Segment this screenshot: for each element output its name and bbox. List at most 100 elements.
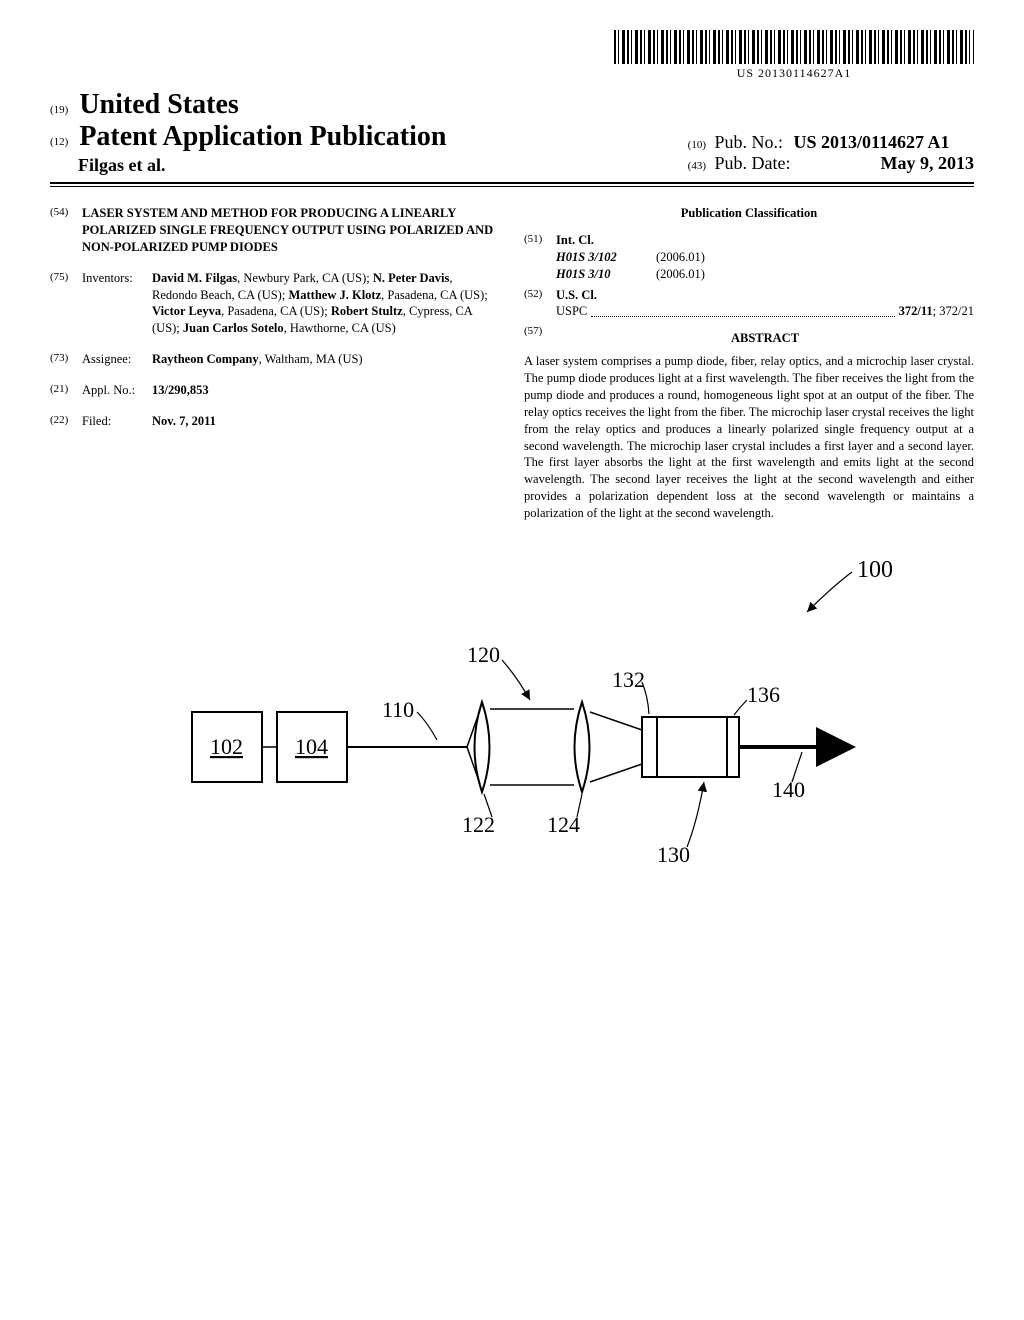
pub-type: Patent Application Publication bbox=[79, 121, 446, 152]
cpc-code: H01S 3/102 bbox=[556, 249, 656, 266]
ref-120: 120 bbox=[467, 642, 500, 667]
barcode-area: US 20130114627A1 bbox=[50, 30, 974, 81]
uscl-label: U.S. Cl. bbox=[556, 288, 597, 302]
layer-136 bbox=[727, 717, 739, 777]
abstract-text: A laser system comprises a pump diode, f… bbox=[524, 353, 974, 522]
leader-110 bbox=[417, 712, 437, 740]
cpc-row: H01S 3/102 (2006.01) bbox=[556, 249, 974, 266]
pub-type-line: (12) Patent Application Publication bbox=[50, 121, 446, 153]
pub-date-line: (43) Pub. Date: May 9, 2013 bbox=[688, 153, 974, 174]
assignee-loc: , Waltham, MA (US) bbox=[259, 352, 363, 366]
header-right: (10) Pub. No.: US 2013/0114627 A1 (43) P… bbox=[688, 132, 974, 174]
cpc-row: H01S 3/10 (2006.01) bbox=[556, 266, 974, 283]
right-column: Publication Classification (51) Int. Cl.… bbox=[524, 205, 974, 522]
pub-no: US 2013/0114627 A1 bbox=[794, 132, 950, 152]
inventor-name: Robert Stultz bbox=[331, 304, 403, 318]
inventors-field: (75) Inventors: David M. Filgas, Newbury… bbox=[50, 270, 500, 338]
inventors-label: Inventors: bbox=[82, 270, 152, 338]
ref-136: 136 bbox=[747, 682, 780, 707]
inventor-name: David M. Filgas bbox=[152, 271, 237, 285]
pub-date-label: Pub. Date: bbox=[715, 153, 791, 173]
title-text: LASER SYSTEM AND METHOD FOR PRODUCING A … bbox=[82, 205, 500, 256]
cone-top-right bbox=[590, 712, 642, 730]
ref-102: 102 bbox=[210, 734, 243, 759]
uspc-vals: 372/11; 372/21 bbox=[899, 303, 974, 320]
leader-120 bbox=[502, 660, 530, 700]
header-left: (19) United States (12) Patent Applicati… bbox=[50, 89, 446, 176]
diagram-svg: 100 102 104 110 bbox=[132, 552, 892, 902]
ref-130: 130 bbox=[657, 842, 690, 867]
abstract-heading: ABSTRACT bbox=[556, 330, 974, 347]
num-43: (43) bbox=[688, 160, 706, 172]
cpc-date: (2006.01) bbox=[656, 249, 736, 266]
inventor-loc: , Pasadena, CA (US); bbox=[381, 288, 488, 302]
filed-label: Filed: bbox=[82, 413, 152, 430]
appl-field: (21) Appl. No.: 13/290,853 bbox=[50, 382, 500, 399]
appl-value: 13/290,853 bbox=[152, 382, 500, 399]
ref-124: 124 bbox=[547, 812, 580, 837]
barcode-text: US 20130114627A1 bbox=[614, 66, 974, 81]
rule-thick bbox=[50, 182, 974, 184]
rule-thin bbox=[50, 186, 974, 187]
diagram-wrap: 100 102 104 110 bbox=[50, 552, 974, 902]
num-22: (22) bbox=[50, 413, 82, 430]
inventor-loc: , Pasadena, CA (US); bbox=[221, 304, 331, 318]
num-21: (21) bbox=[50, 382, 82, 399]
columns: (54) LASER SYSTEM AND METHOD FOR PRODUCI… bbox=[50, 205, 974, 522]
uscl-field: (52) U.S. Cl. USPC 372/11; 372/21 bbox=[524, 287, 974, 321]
assignee-label: Assignee: bbox=[82, 351, 152, 368]
barcode-stripes bbox=[614, 30, 974, 64]
num-73: (73) bbox=[50, 351, 82, 368]
inventor-loc: , Hawthorne, CA (US) bbox=[284, 321, 396, 335]
filed-value: Nov. 7, 2011 bbox=[152, 413, 500, 430]
assignee-field: (73) Assignee: Raytheon Company, Waltham… bbox=[50, 351, 500, 368]
num-57: (57) bbox=[524, 324, 556, 351]
ref-104: 104 bbox=[295, 734, 328, 759]
country: United States bbox=[79, 89, 238, 120]
layer-132 bbox=[642, 717, 657, 777]
num-51: (51) bbox=[524, 232, 556, 283]
cpc-code: H01S 3/10 bbox=[556, 266, 656, 283]
leader-130 bbox=[687, 782, 704, 847]
num-12: (12) bbox=[50, 136, 68, 148]
assignee-content: Raytheon Company, Waltham, MA (US) bbox=[152, 351, 500, 368]
title-field: (54) LASER SYSTEM AND METHOD FOR PRODUCI… bbox=[50, 205, 500, 256]
uspc-line: USPC 372/11; 372/21 bbox=[556, 303, 974, 320]
uspc-lead: USPC bbox=[556, 303, 587, 320]
num-19: (19) bbox=[50, 104, 68, 116]
ref-122: 122 bbox=[462, 812, 495, 837]
box-130 bbox=[657, 717, 727, 777]
abstract-field: (57) ABSTRACT bbox=[524, 324, 974, 351]
uspc-dots bbox=[591, 303, 894, 317]
cpc-date: (2006.01) bbox=[656, 266, 736, 283]
left-column: (54) LASER SYSTEM AND METHOD FOR PRODUCI… bbox=[50, 205, 500, 522]
cone-top-left bbox=[467, 710, 480, 747]
leader-136 bbox=[734, 700, 747, 715]
ref-140: 140 bbox=[772, 777, 805, 802]
num-52: (52) bbox=[524, 287, 556, 321]
ref-110: 110 bbox=[382, 697, 414, 722]
intcl-field: (51) Int. Cl. H01S 3/102 (2006.01) H01S … bbox=[524, 232, 974, 283]
pub-no-label: Pub. No.: bbox=[715, 132, 784, 152]
authors-line: Filgas et al. bbox=[50, 155, 446, 176]
appl-label: Appl. No.: bbox=[82, 382, 152, 399]
inventor-name: Matthew J. Klotz bbox=[288, 288, 381, 302]
lens-124 bbox=[575, 702, 590, 792]
leader-100 bbox=[807, 572, 852, 612]
pub-date: May 9, 2013 bbox=[881, 153, 975, 174]
country-line: (19) United States bbox=[50, 89, 446, 121]
inventor-name: N. Peter Davis bbox=[373, 271, 449, 285]
inventor-name: Victor Leyva bbox=[152, 304, 221, 318]
abstract-content: ABSTRACT bbox=[556, 324, 974, 351]
pub-no-line: (10) Pub. No.: US 2013/0114627 A1 bbox=[688, 132, 974, 153]
assignee-name: Raytheon Company bbox=[152, 352, 259, 366]
num-54: (54) bbox=[50, 205, 82, 256]
filed-field: (22) Filed: Nov. 7, 2011 bbox=[50, 413, 500, 430]
inventor-name: Juan Carlos Sotelo bbox=[183, 321, 284, 335]
uscl-content: U.S. Cl. USPC 372/11; 372/21 bbox=[556, 287, 974, 321]
intcl-label: Int. Cl. bbox=[556, 233, 594, 247]
num-75: (75) bbox=[50, 270, 82, 338]
intcl-content: Int. Cl. H01S 3/102 (2006.01) H01S 3/10 … bbox=[556, 232, 974, 283]
header-row: (19) United States (12) Patent Applicati… bbox=[50, 89, 974, 176]
cpc-list: H01S 3/102 (2006.01) H01S 3/10 (2006.01) bbox=[556, 249, 974, 283]
